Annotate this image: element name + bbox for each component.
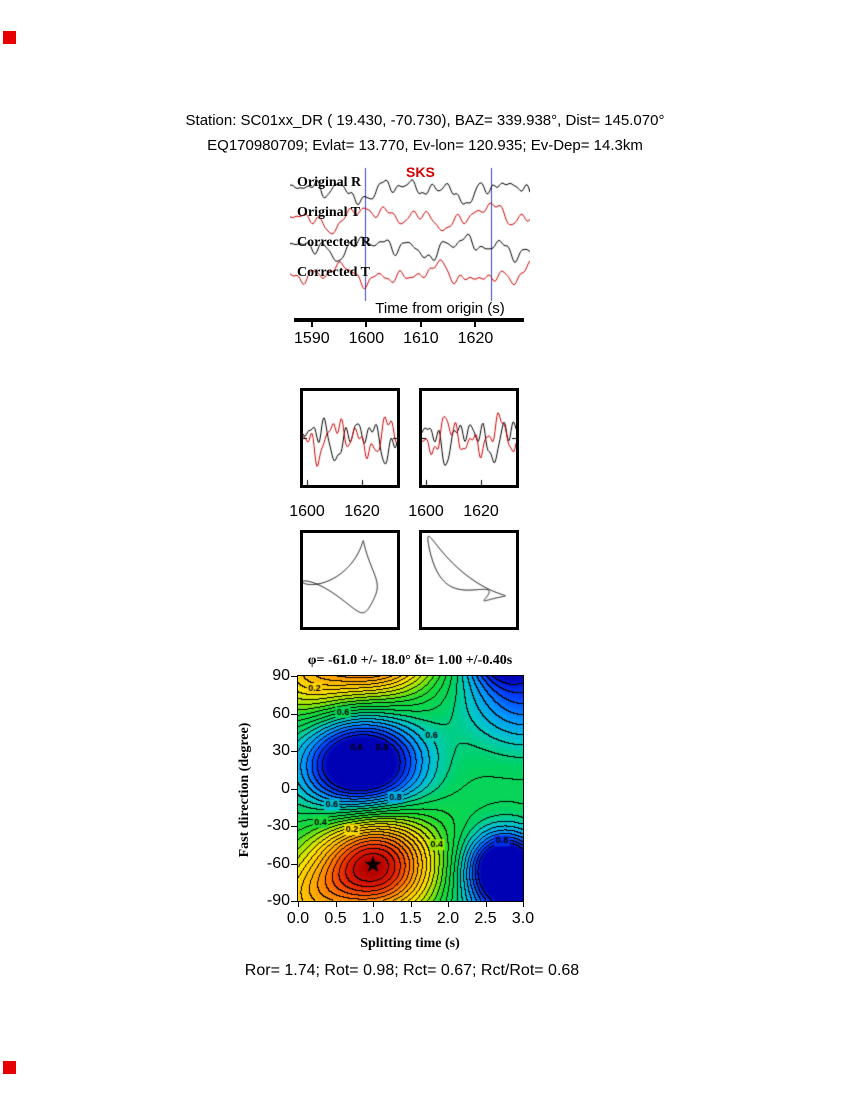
time-axis-line: [294, 318, 524, 322]
tick-mark: [523, 902, 524, 907]
tick-label: 2.5: [474, 910, 497, 927]
tick-label: 1600: [348, 330, 385, 347]
tick-label: 1.5: [399, 910, 422, 927]
particle-motion-box-left: [300, 530, 400, 630]
trace-label-original-r: Original R: [297, 175, 362, 190]
tick-label: -30: [266, 817, 290, 834]
tick-mark: [485, 902, 487, 907]
tick-label: 0.0: [286, 910, 310, 927]
zoom-waveform-canvas-left: [303, 391, 397, 485]
tick-label: 1620: [463, 503, 499, 520]
tick-mark: [291, 826, 297, 827]
corner-marker-bottom: [3, 1061, 16, 1074]
tick-label: 30: [272, 742, 290, 759]
trace-label-original-t: Original T: [297, 205, 361, 220]
tick-label: -90: [266, 892, 290, 909]
tick-mark: [365, 321, 368, 327]
event-header: EQ170980709; Evlat= 13.770, Ev-lon= 120.…: [207, 137, 643, 154]
contour-plot-frame: [297, 675, 524, 902]
tick-label: 1620: [457, 330, 494, 347]
trace-label-corrected-r: Corrected R: [297, 235, 371, 250]
waveform-x-axis-label: Time from origin (s): [375, 300, 505, 317]
tick-mark: [291, 901, 297, 902]
tick-label: 60: [272, 704, 290, 722]
tick-label: 1.0: [361, 910, 385, 927]
zoom-waveform-canvas-right: [422, 391, 516, 485]
zoom-waveform-box-left: [300, 388, 400, 488]
splitting-result-title: φ= -61.0 +/- 18.0° δt= 1.00 +/-0.40s: [307, 653, 513, 668]
phase-label: SKS: [406, 164, 435, 180]
contour-x-axis-label: Splitting time (s): [360, 936, 460, 951]
tick-label: 1600: [289, 503, 325, 520]
tick-label: 3.0: [511, 910, 535, 927]
particle-motion-canvas-left: [303, 533, 397, 627]
station-header: Station: SC01xx_DR ( 19.430, -70.730), B…: [185, 112, 665, 129]
tick-mark: [310, 321, 313, 327]
tick-mark: [419, 321, 422, 327]
tick-label: 1600: [408, 503, 444, 520]
tick-mark: [335, 902, 337, 907]
tick-label: 90: [272, 667, 290, 684]
tick-label: 0: [281, 779, 290, 797]
tick-label: -60: [266, 854, 290, 872]
tick-label: 2.0: [436, 910, 460, 927]
waveform-panel-canvas: [290, 165, 530, 305]
amplitude-ratio-stats: Ror= 1.74; Rot= 0.98; Rct= 0.67; Rct/Rot…: [244, 962, 580, 979]
tick-mark: [448, 902, 449, 907]
tick-label: 1610: [403, 330, 439, 347]
tick-mark: [291, 676, 297, 677]
tick-mark: [291, 788, 297, 790]
tick-mark: [291, 751, 297, 752]
particle-motion-box-right: [419, 530, 519, 630]
tick-mark: [474, 321, 477, 327]
tick-mark: [373, 902, 374, 907]
tick-label: 1620: [344, 503, 380, 520]
tick-label: 1590: [294, 330, 330, 347]
zoom-waveform-box-right: [419, 388, 519, 488]
trace-label-corrected-t: Corrected T: [297, 265, 370, 280]
tick-mark: [410, 902, 412, 907]
tick-mark: [298, 902, 299, 907]
tick-label: 0.5: [324, 910, 347, 927]
particle-motion-canvas-right: [422, 533, 516, 627]
tick-mark: [291, 713, 297, 715]
contour-plot-canvas: [298, 676, 523, 901]
corner-marker-top: [3, 31, 16, 44]
tick-mark: [291, 863, 297, 865]
